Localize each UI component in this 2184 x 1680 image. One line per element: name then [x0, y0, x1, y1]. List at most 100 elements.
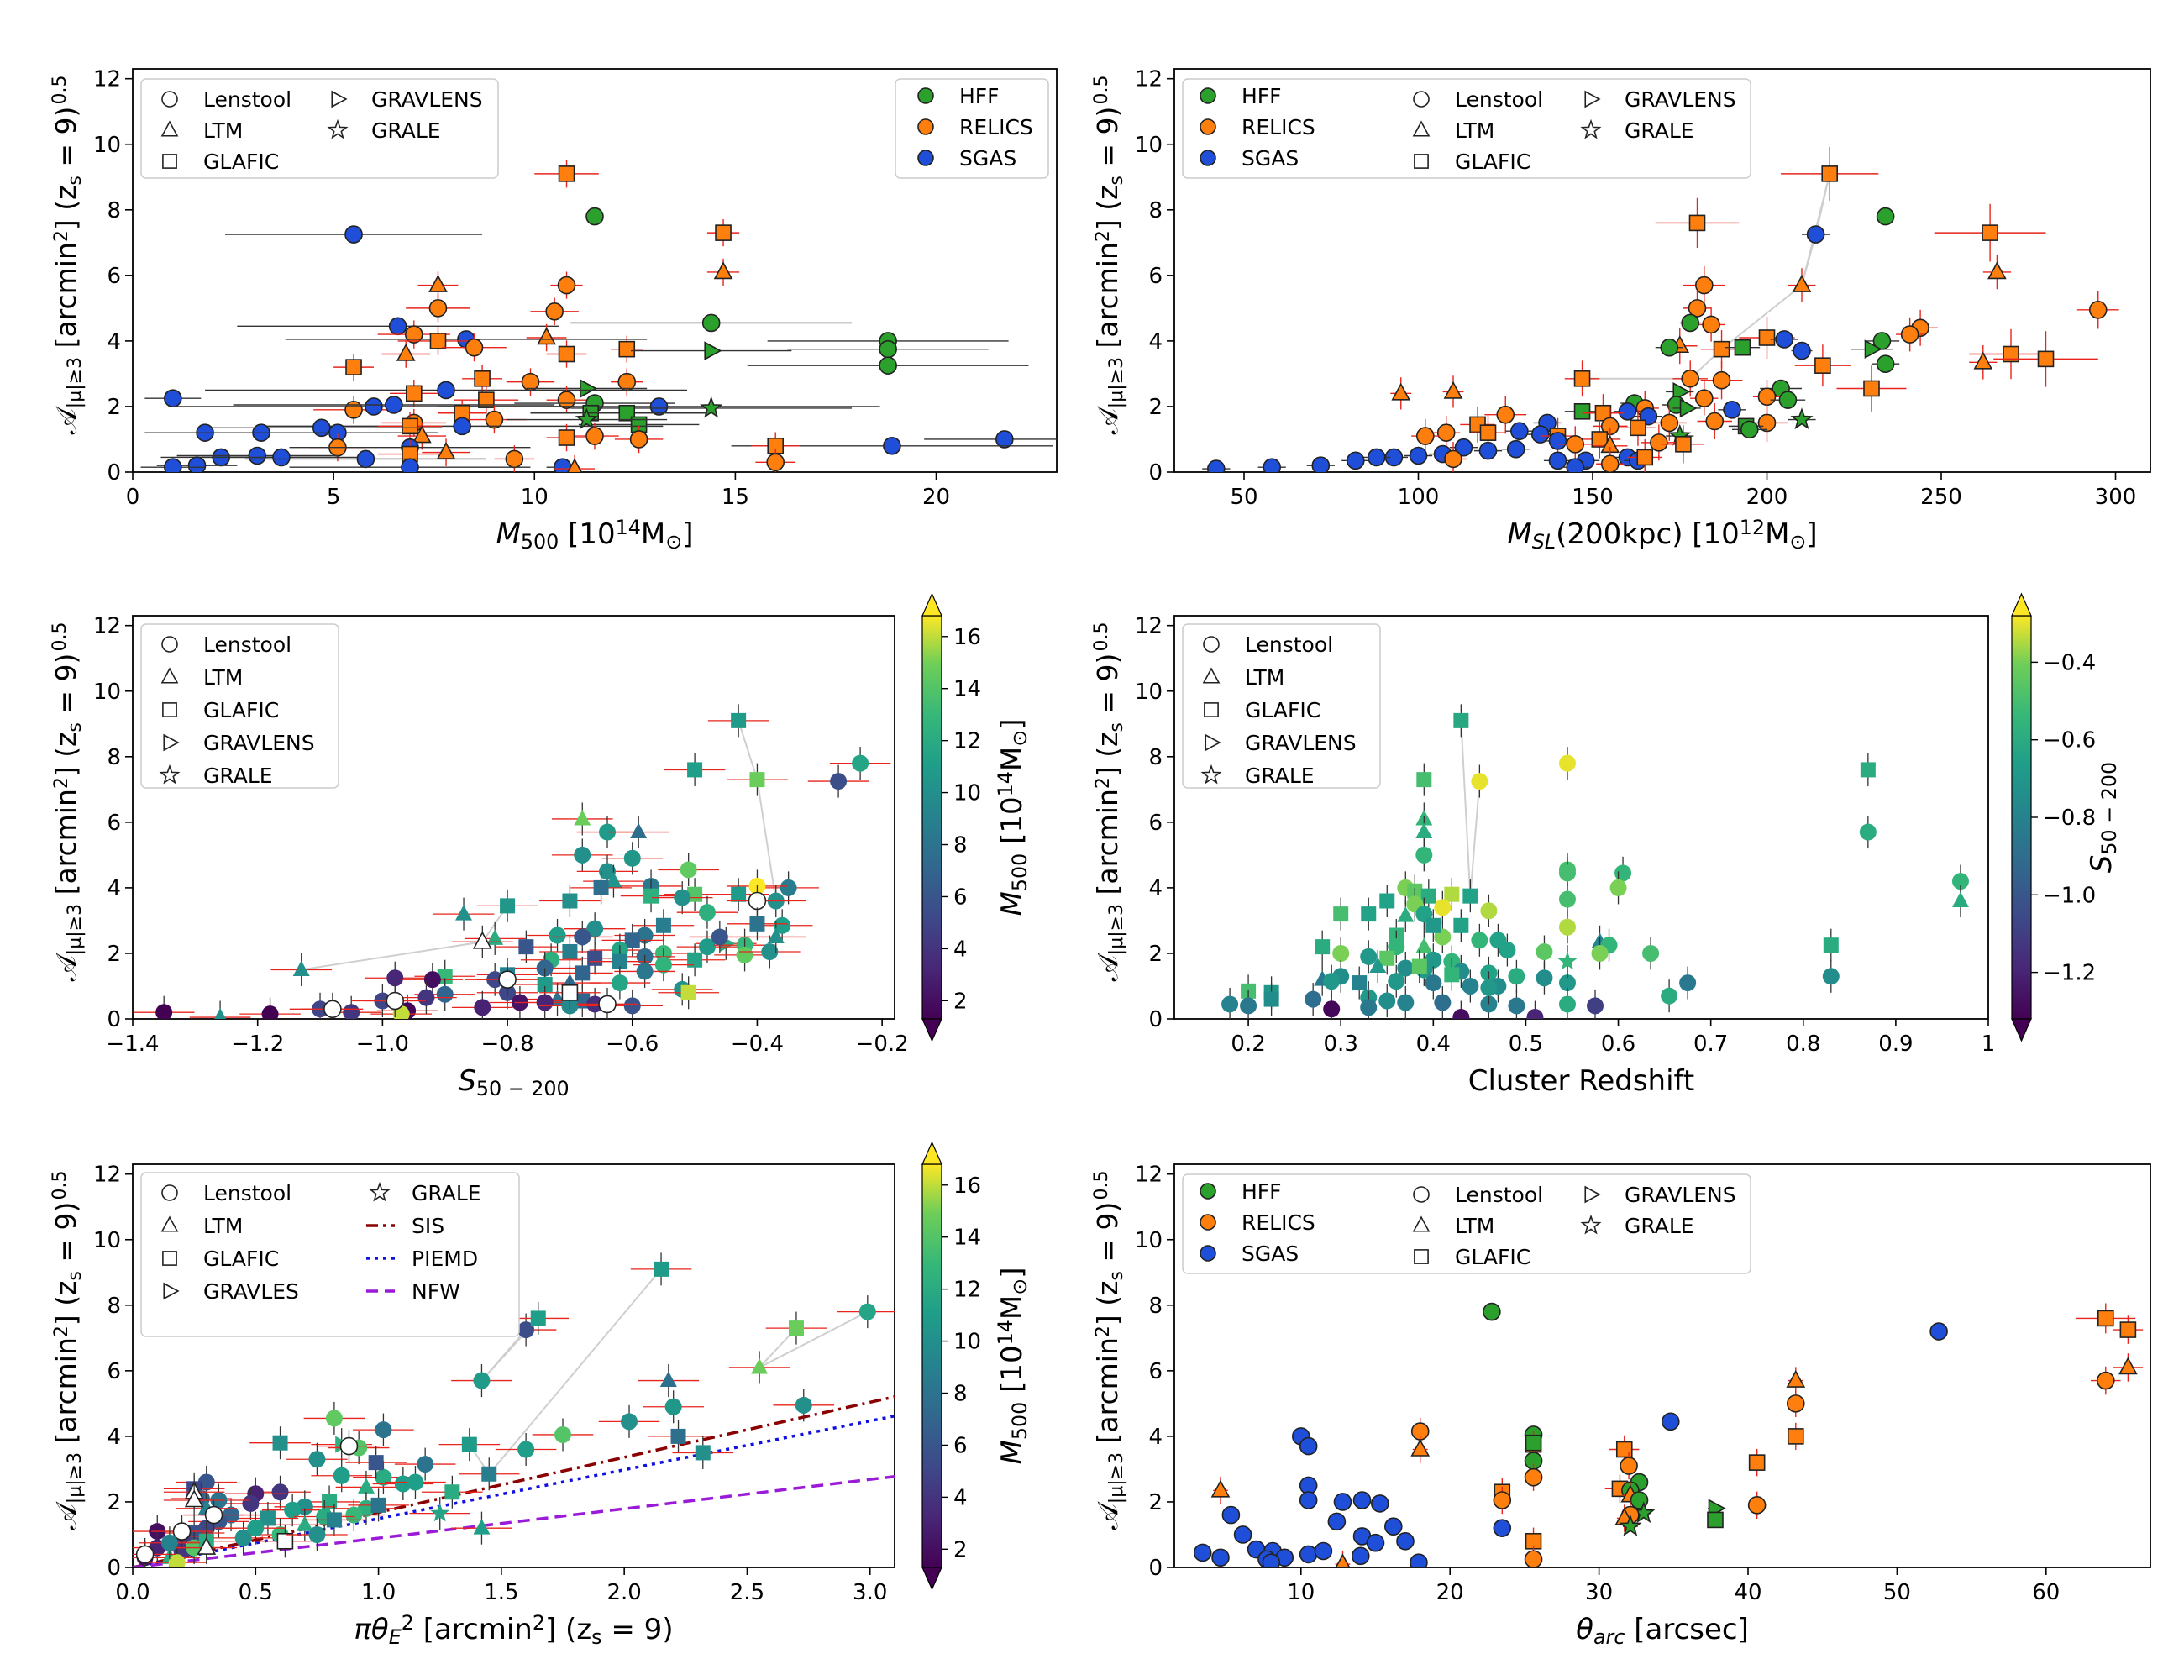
- data-point: [1876, 207, 1895, 226]
- x-tick-label: 15: [722, 485, 749, 510]
- data-point: [1378, 992, 1396, 1010]
- data-point: [1444, 886, 1460, 902]
- data-point: [375, 1468, 392, 1486]
- data-point: [530, 1310, 546, 1326]
- data-point: [670, 1428, 686, 1444]
- data-point: [575, 407, 598, 430]
- data-point: [557, 391, 576, 409]
- data-point: [1707, 1511, 1724, 1529]
- data-point: [1792, 274, 1812, 292]
- data-point: [598, 995, 617, 1014]
- data-point: [561, 984, 579, 1001]
- data-point: [562, 893, 578, 909]
- colorbar-extend-top: [2011, 592, 2032, 617]
- panel-C: 0 2 4 6 8 10 12 −1.4 −1.2 −1.0 −0.8 −0.6 −0.4 −0.2 𝒜|μ…: [50, 592, 1032, 1100]
- legend-marker-triangle-icon: [160, 667, 179, 684]
- label-part: ] (z: [50, 186, 82, 231]
- data-point: [1758, 329, 1776, 346]
- data-point: [1740, 420, 1759, 439]
- label-part: 2: [51, 230, 72, 242]
- x-tick-label: 0.7: [1693, 1032, 1728, 1057]
- data-point: [1396, 1531, 1415, 1551]
- data-point: [1951, 873, 1969, 890]
- data-point: [1987, 261, 2007, 280]
- y-axis-label-sup: 0.5: [1091, 76, 1112, 105]
- legend-box: [140, 623, 339, 789]
- x-tick-label: 2.5: [730, 1580, 764, 1605]
- data-point: [164, 389, 182, 407]
- label-part: ⊙: [665, 530, 682, 554]
- legend-label: LTM: [203, 665, 243, 690]
- data-point: [623, 997, 641, 1015]
- label-part: 12: [1740, 516, 1765, 539]
- data-point: [1775, 330, 1794, 349]
- y-tick-label: 10: [1135, 680, 1163, 705]
- y-tick-label: 6: [107, 811, 121, 836]
- data-point: [1471, 932, 1488, 949]
- data-point: [1327, 1512, 1347, 1531]
- data-point: [1615, 1441, 1633, 1458]
- data-point: [636, 927, 654, 944]
- colorbar-tick-label: −1.0: [2043, 883, 2096, 908]
- data-point: [396, 343, 416, 361]
- data-point: [1411, 958, 1427, 974]
- data-point: [585, 207, 604, 226]
- y-tick-label: 2: [107, 1490, 121, 1515]
- data-point: [1864, 339, 1882, 360]
- data-point: [1661, 1412, 1680, 1431]
- x-tick-label: 1.0: [361, 1580, 396, 1605]
- data-point: [1566, 435, 1585, 454]
- data-point: [1557, 951, 1578, 970]
- colorbar-label: S50 − 200: [2085, 762, 2121, 873]
- legend-label: GRALE: [1625, 118, 1694, 143]
- data-point: [1713, 340, 1730, 358]
- label-part: |μ|≥3: [1106, 357, 1127, 408]
- legend-color-icon: [1200, 118, 1216, 135]
- label-part: ]: [682, 517, 693, 551]
- y-tick-label: 4: [107, 876, 121, 901]
- data-point: [1681, 313, 1699, 333]
- data-point: [1573, 403, 1591, 420]
- label-part: s: [65, 176, 86, 185]
- legend-label: Lenstool: [1245, 633, 1333, 657]
- legend-marker-tri-right-icon: [1205, 733, 1221, 752]
- data-point: [322, 1494, 338, 1509]
- data-point: [1900, 325, 1919, 344]
- label-part: ] (z: [1091, 732, 1124, 778]
- data-point: [375, 1421, 392, 1439]
- label-part: = 9): [50, 107, 82, 176]
- legend-label: GRAVLENS: [1625, 87, 1736, 112]
- y-tick-label: 0: [107, 460, 121, 486]
- y-tick-label: 0: [107, 1556, 121, 1581]
- data-point: [1444, 449, 1462, 469]
- panel-E: 0 2 4 6 8 10 12 0.0 0.5 1.0 1.5 2.0 2.5 3.0 𝒜|μ|≥3 [ar…: [50, 1141, 1032, 1649]
- data-point: [436, 985, 454, 1003]
- data-point: [1263, 991, 1279, 1007]
- data-point: [879, 356, 897, 375]
- label-part: = 9): [1091, 107, 1124, 176]
- label-part: s: [1106, 176, 1127, 185]
- data-point: [1493, 1519, 1512, 1537]
- plot-frame: [1173, 68, 2151, 473]
- legend-label: Lenstool: [203, 633, 291, 657]
- colorbar: −1.2 −1.0 −0.8 −0.6 −0.4 S50 − 200: [2011, 592, 2121, 1042]
- legend-marker-star-icon: [369, 1181, 391, 1202]
- data-point: [1973, 351, 1993, 370]
- legend-color-icon: [1200, 1245, 1216, 1262]
- y-tick-label: 0: [1148, 1556, 1163, 1581]
- label-part: |μ|≥3: [65, 357, 86, 408]
- data-point: [761, 943, 779, 960]
- label-part: 2: [1093, 230, 1114, 242]
- legend-label: LTM: [1455, 1214, 1494, 1238]
- legend-color-icon: [1200, 1214, 1216, 1231]
- data-point: [1675, 436, 1692, 453]
- legend-label: GLAFIC: [203, 1247, 279, 1271]
- data-point: [788, 1320, 804, 1336]
- x-tick-label: 10: [1287, 1580, 1315, 1605]
- data-point: [695, 1445, 711, 1461]
- y-tick-label: 6: [1148, 1359, 1163, 1384]
- data-point: [343, 1004, 360, 1019]
- legend-marker-circle-icon: [161, 1184, 178, 1201]
